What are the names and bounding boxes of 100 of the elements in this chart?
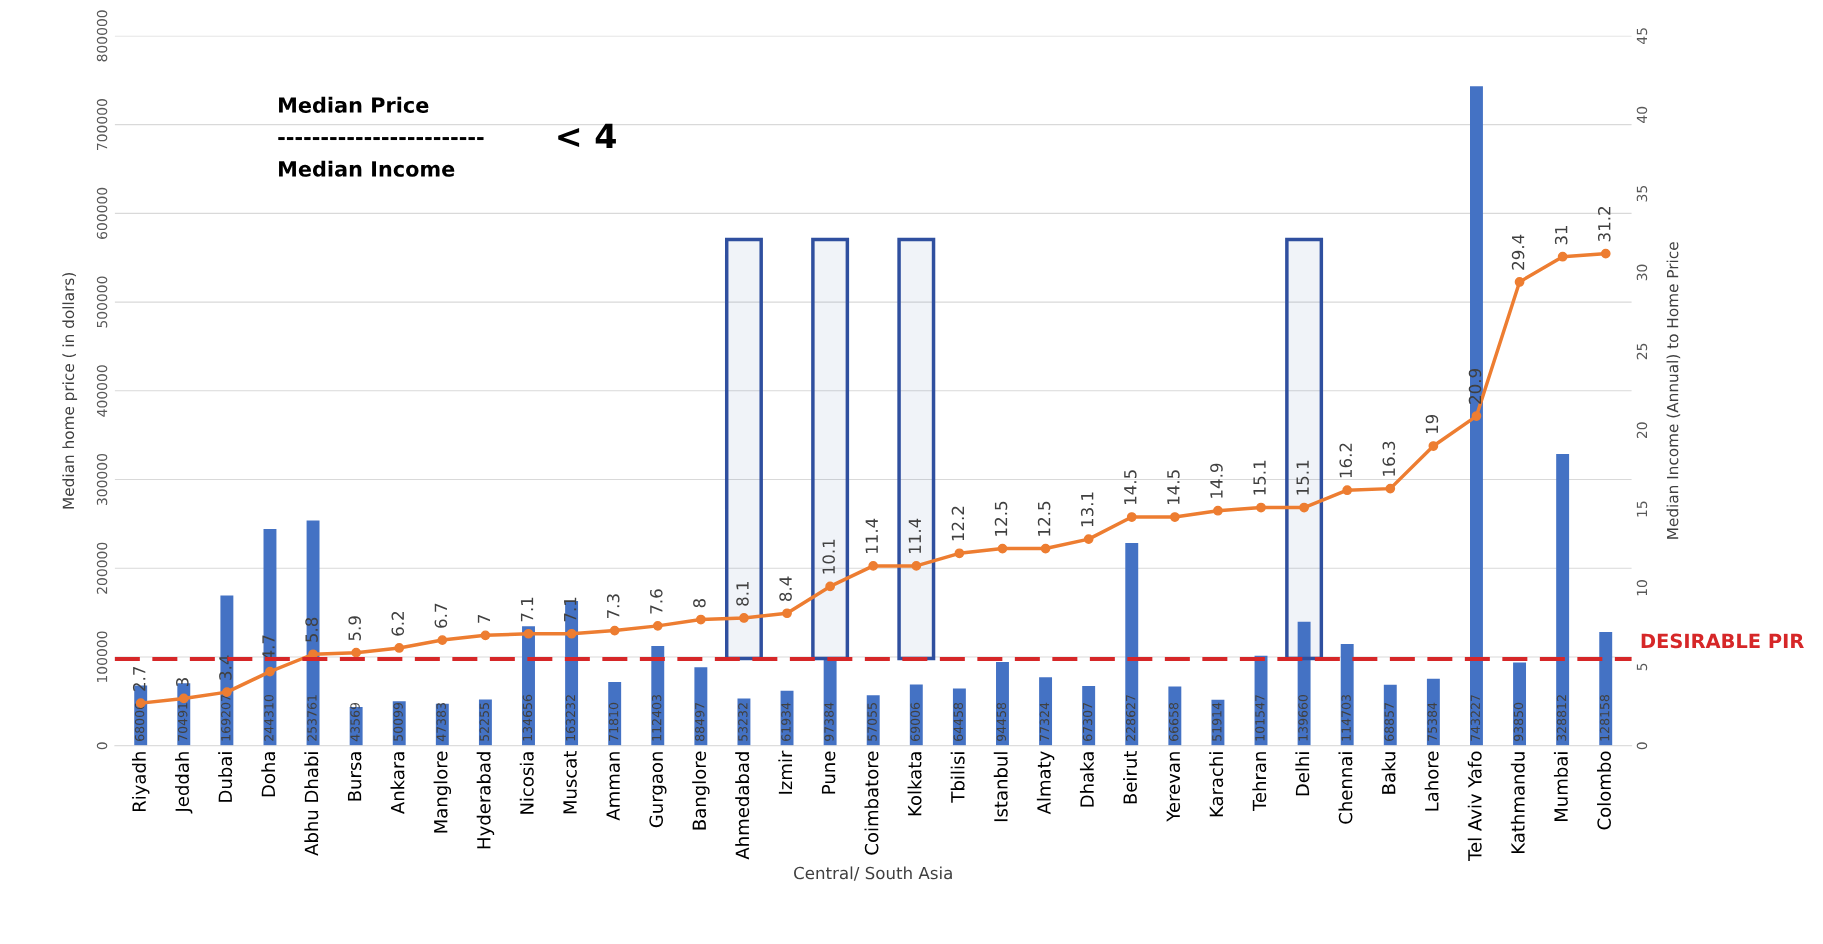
x-tick-label: Ankara [390, 752, 405, 814]
x-tick-label: Yerevan [1166, 752, 1181, 822]
y2-tick-label: 45 [1636, 28, 1648, 45]
data-label: 12.5 [994, 501, 1008, 536]
bar [1599, 632, 1613, 746]
data-label: 57055 [867, 703, 877, 741]
data-label: 244310 [264, 694, 274, 741]
bar [1556, 453, 1570, 746]
data-label: 64458 [953, 702, 964, 741]
data-label: 50099 [393, 702, 403, 741]
y-tick-label: 600000 [96, 187, 108, 239]
point [609, 625, 620, 636]
x-tick-label: Ahmedabad [735, 752, 750, 860]
data-label: 12.2 [951, 506, 964, 541]
point [351, 647, 362, 658]
y-tick-label: 200000 [96, 542, 108, 594]
y-axis-title: Median home price ( in dollars) [62, 273, 78, 509]
y-tick-label: 400000 [96, 365, 108, 417]
ref-line-label: DESIRABLE PIR [1641, 633, 1804, 649]
point [911, 561, 922, 571]
point [1169, 512, 1180, 522]
x-tick-label: Chennai [1338, 752, 1353, 824]
data-label: 16.2 [1339, 443, 1353, 478]
x-tick-label: Baku [1381, 752, 1396, 794]
data-label: 8.4 [779, 576, 792, 602]
data-label: 69006 [910, 702, 920, 741]
y2-tick-label: 40 [1636, 106, 1648, 123]
x-tick-label: Delhi [1295, 752, 1310, 796]
data-label: 93850 [1513, 702, 1524, 741]
point [1256, 502, 1266, 513]
data-label: 97384 [824, 702, 834, 741]
x-tick-label: Jeddah [175, 752, 193, 814]
y-tick-label: 700000 [96, 99, 108, 150]
y-tick-label: 0 [96, 742, 108, 750]
data-label: 228627 [1125, 695, 1136, 741]
annotation: ------------------------ [278, 137, 484, 141]
data-label: 139660 [1298, 694, 1308, 741]
data-label: 743227 [1470, 695, 1481, 741]
x-tick-label: Abhu Dhabi [304, 752, 319, 856]
data-label: 11.4 [865, 518, 878, 553]
data-label: 94458 [996, 702, 1007, 741]
bar [306, 520, 320, 746]
x-tick-label: Dhaka [1079, 752, 1094, 807]
point [265, 666, 275, 677]
data-label: 328812 [1556, 695, 1567, 741]
point [1040, 543, 1051, 554]
data-label: 10.1 [822, 539, 835, 574]
data-label: 6.2 [391, 612, 405, 636]
x-tick-label: Pune [821, 751, 836, 794]
data-label: 14.5 [1124, 470, 1137, 505]
x-tick-label: Bursa [347, 752, 362, 801]
data-label: 20.9 [1468, 369, 1482, 404]
data-label: 16.3 [1382, 441, 1396, 476]
point [825, 581, 835, 592]
data-label: 31.2 [1597, 207, 1611, 242]
data-label: 52255 [479, 703, 490, 741]
x-tick-label: Nicosia [519, 752, 534, 814]
point [997, 543, 1008, 554]
x-tick-label: Istanbul [993, 752, 1008, 822]
data-label: 67307 [1082, 703, 1093, 741]
y2-tick-label: 15 [1636, 501, 1648, 517]
x-tick-label: Kathmandu [1510, 752, 1525, 853]
point [566, 628, 577, 639]
point [1600, 248, 1611, 259]
x-tick-label: Riyadh [131, 752, 150, 812]
annotation: Median Income [279, 160, 455, 177]
point [1213, 505, 1223, 516]
data-label: 134656 [522, 694, 533, 741]
data-label: 5.8 [305, 617, 318, 642]
point [868, 561, 879, 571]
point [523, 628, 534, 639]
data-label: 14.5 [1167, 470, 1180, 505]
point [652, 621, 663, 631]
data-label: 15.1 [1296, 460, 1309, 495]
data-label: 7.6 [650, 589, 663, 614]
point [1428, 441, 1439, 451]
data-label: 31 [1554, 225, 1568, 245]
y2-tick-label: 0 [1636, 742, 1648, 750]
bar [1125, 542, 1139, 746]
data-label: 7.3 [606, 594, 620, 619]
point [1126, 512, 1137, 522]
data-label: 101547 [1255, 695, 1265, 741]
y2-tick-label: 25 [1636, 343, 1648, 360]
data-label: 253761 [307, 695, 317, 741]
data-label: 128158 [1599, 694, 1610, 741]
x-tick-label: Lahore [1424, 751, 1439, 811]
data-label: 2.7 [132, 666, 146, 691]
x-tick-label: Izmir [778, 750, 793, 794]
y-tick-label: 800000 [96, 10, 108, 62]
data-label: 6.7 [434, 603, 448, 628]
data-label: 112403 [651, 695, 662, 741]
data-label: 14.9 [1210, 463, 1223, 498]
bar [1340, 643, 1354, 746]
data-label: 47383 [436, 703, 446, 742]
data-label: 114703 [1341, 695, 1351, 741]
y2-tick-label: 35 [1636, 186, 1648, 202]
point [1083, 534, 1094, 544]
point [782, 608, 792, 619]
y2-tick-label: 20 [1636, 422, 1648, 439]
y-tick-label: 100000 [96, 631, 108, 683]
